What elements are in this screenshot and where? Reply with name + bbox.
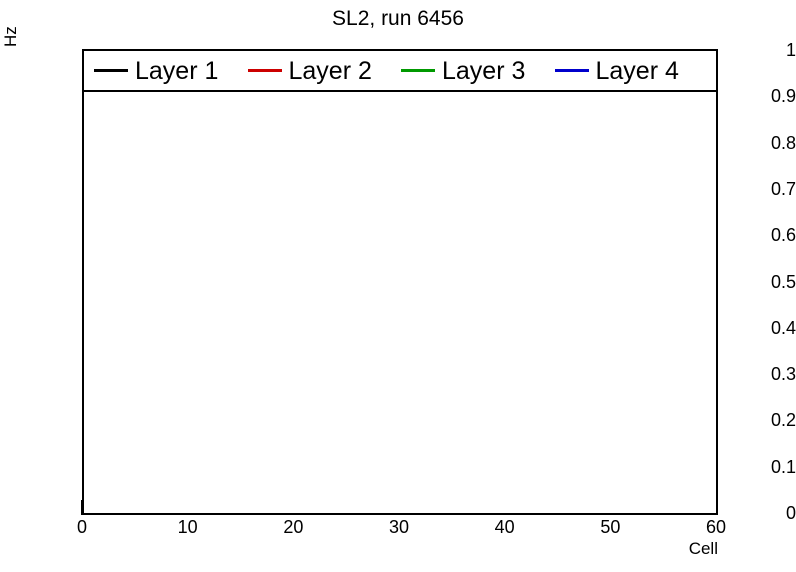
y-tick-label: 0.1 [770, 456, 796, 477]
legend-label: Layer 4 [595, 56, 679, 85]
chart-legend: Layer 1 Layer 2 Layer 3 Layer 4 [82, 49, 718, 92]
x-axis-title: Cell [688, 539, 718, 558]
legend-line-icon [554, 69, 589, 72]
legend-entry[interactable]: Layer 3 [401, 57, 555, 85]
legend-line-icon [401, 69, 435, 72]
legend-line-icon [247, 69, 282, 72]
x-tick-label: 0 [76, 517, 87, 537]
y-tick-label: 0.3 [770, 364, 796, 385]
legend-entry[interactable]: Layer 1 [94, 57, 248, 85]
y-tick-label: 0.6 [770, 225, 796, 246]
x-tick-label: 40 [494, 517, 515, 537]
y-tick-label: 0.2 [770, 410, 796, 431]
y-tick-label: 0 [785, 503, 796, 523]
chart-title: SL2, run 6456 [332, 7, 464, 30]
y-tick-label: 1 [785, 40, 796, 60]
y-axis-title: Hz [1, 26, 20, 47]
legend-label: Layer 3 [442, 56, 526, 85]
legend-line-icon [94, 69, 128, 72]
y-tick-label: 0.4 [770, 317, 796, 338]
plot-area [84, 51, 716, 513]
x-tick-label: 20 [283, 517, 304, 537]
x-tick-label: 30 [388, 517, 410, 537]
legend-label: Layer 2 [288, 56, 372, 85]
y-tick-label: 0.7 [770, 178, 796, 199]
plot-frame [82, 49, 718, 515]
x-tick-label: 50 [600, 517, 621, 537]
x-tick-label: 10 [177, 517, 198, 537]
legend-entry[interactable]: Layer 4 [554, 56, 709, 85]
y-tick-label: 0.9 [770, 86, 796, 107]
legend-label: Layer 1 [135, 56, 219, 85]
x-tick-label: 60 [705, 517, 727, 537]
y-tick-label: 0.8 [770, 132, 796, 153]
legend-entry[interactable]: Layer 2 [247, 56, 402, 85]
y-tick-label: 0.5 [770, 271, 796, 292]
